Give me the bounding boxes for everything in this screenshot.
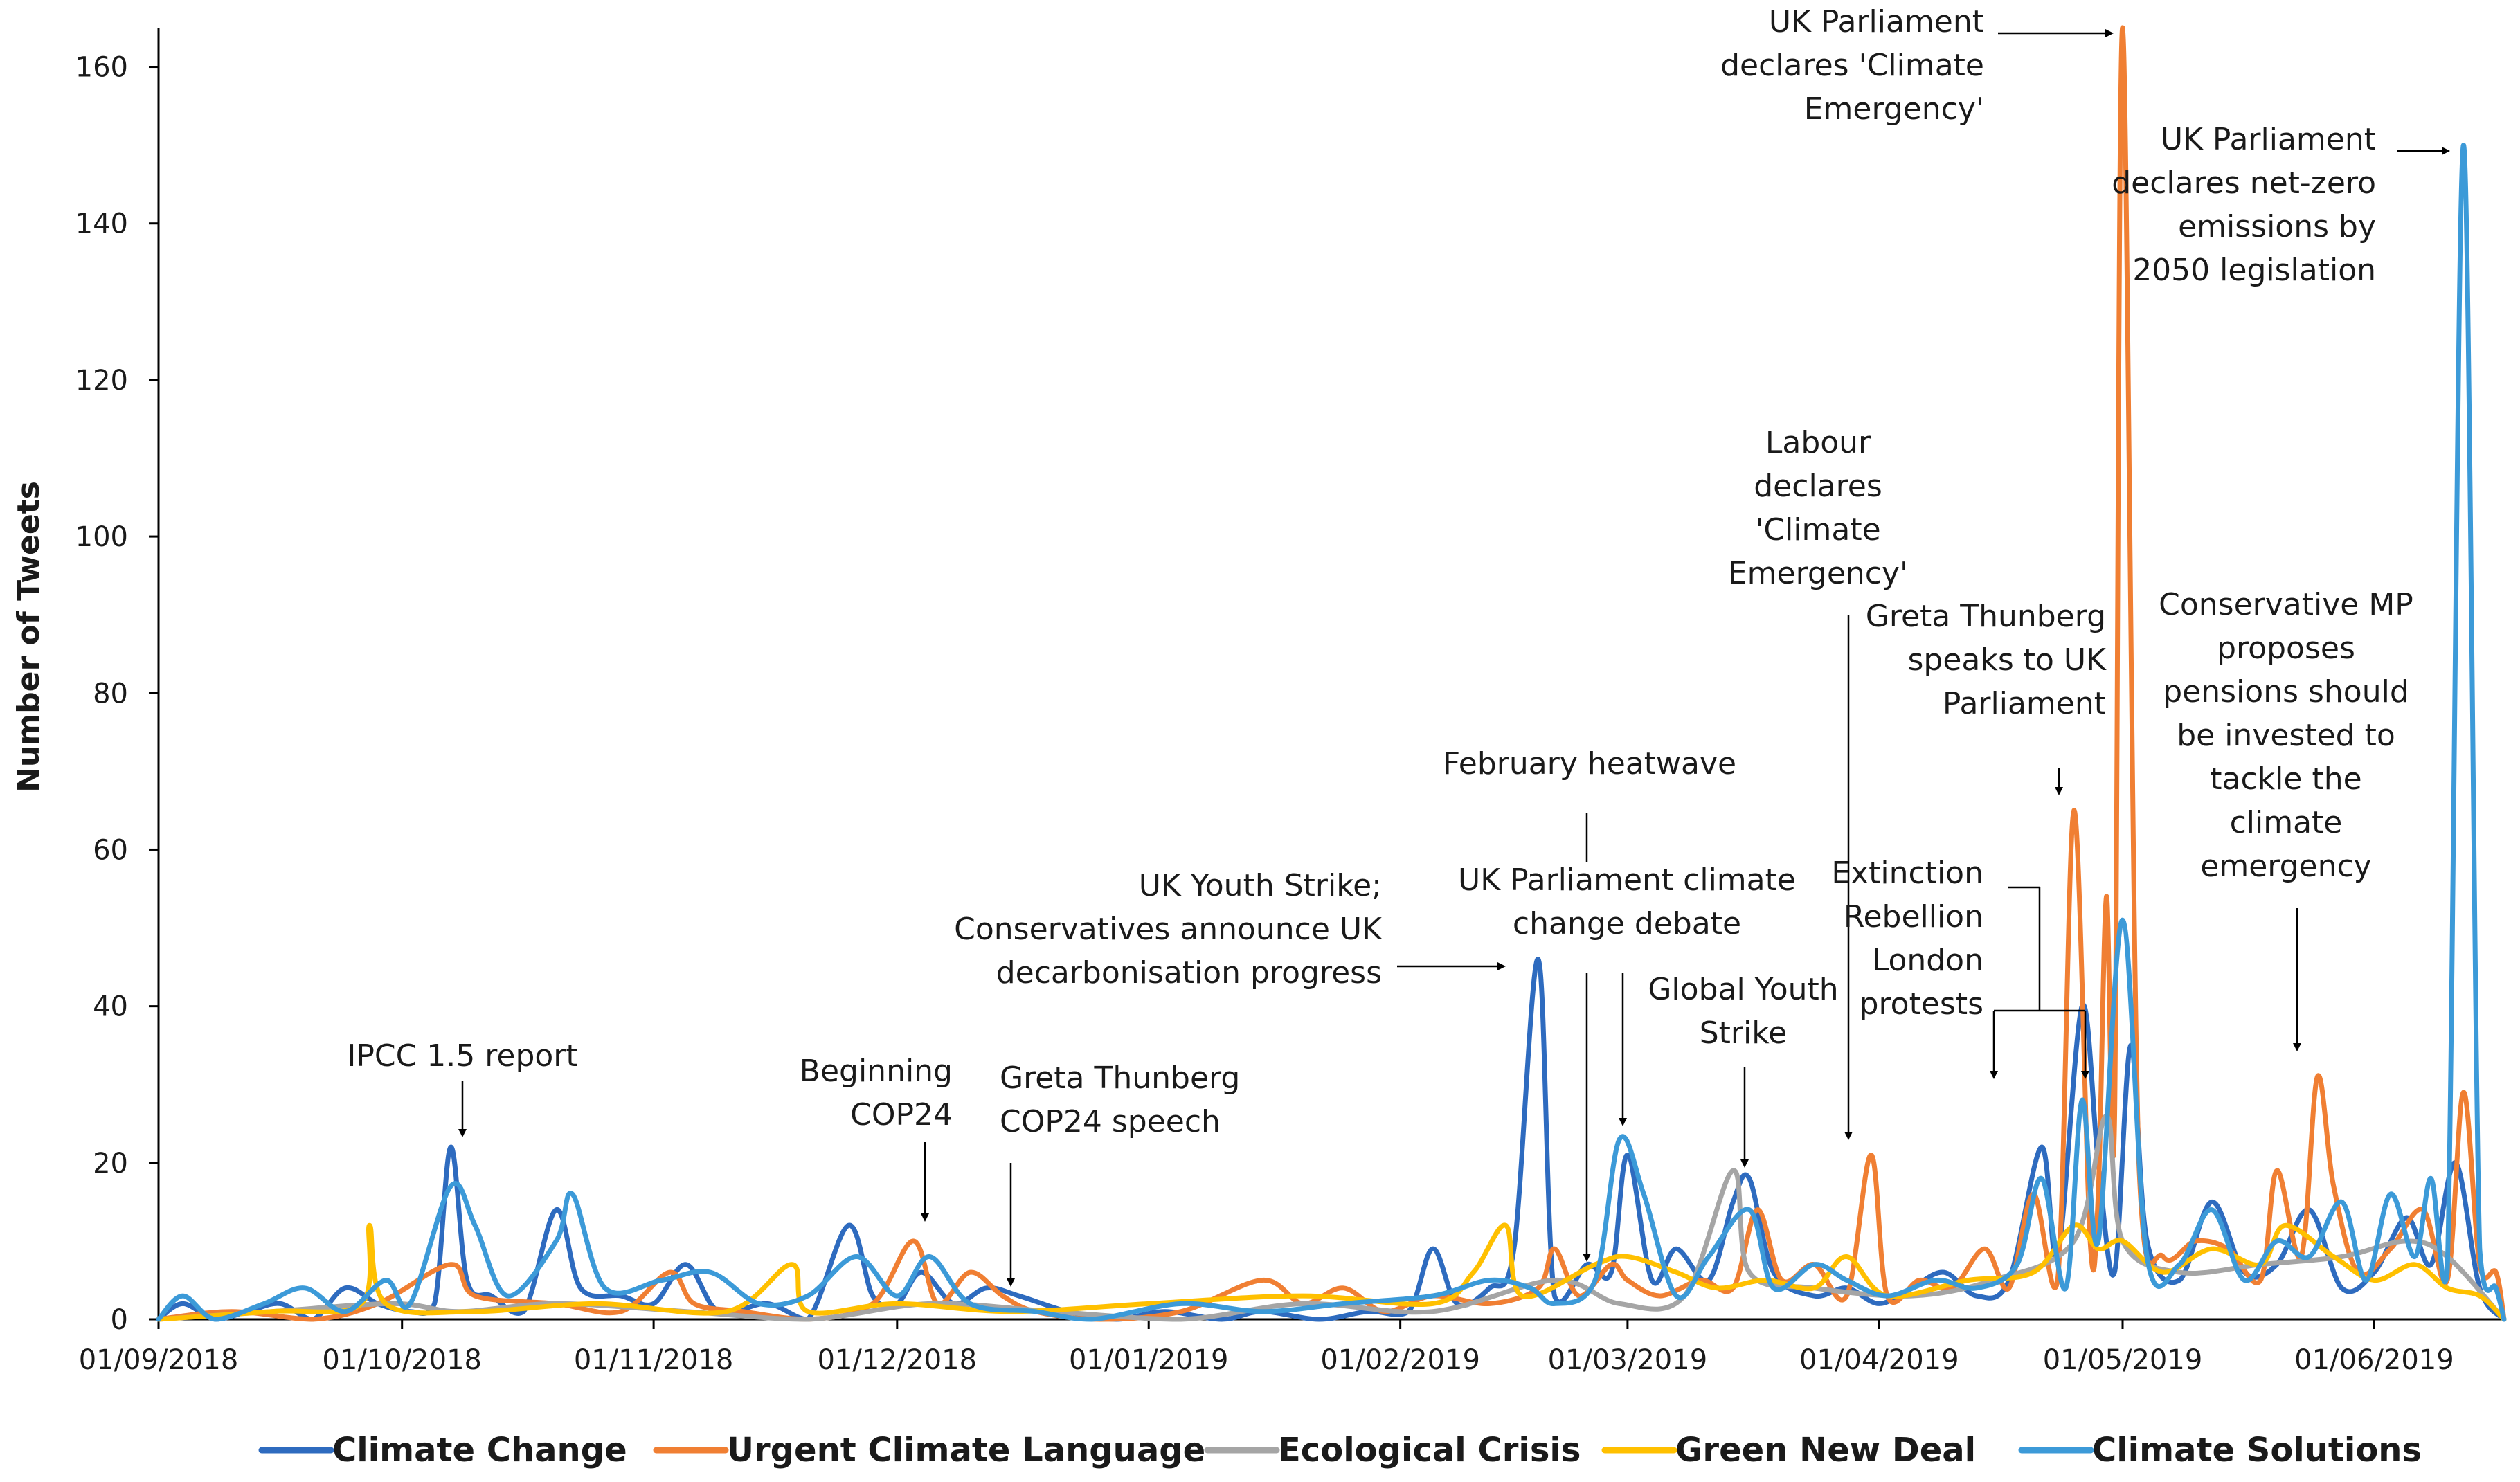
annotation-text: tackle the [2210, 761, 2361, 797]
legend-label-ecological-crisis: Ecological Crisis [1278, 1431, 1581, 1470]
annotation-text: IPCC 1.5 report [347, 1038, 577, 1074]
annotation-text: proposes [2217, 631, 2355, 666]
annotation-text: COP24 speech [1000, 1104, 1221, 1139]
x-tick-label: 01/09/2018 [79, 1344, 239, 1376]
annotation-text: pensions should [2163, 674, 2409, 710]
legend-item-green-new-deal[interactable]: Green New Deal [1601, 1431, 1976, 1470]
x-tick-label: 01/10/2018 [322, 1344, 482, 1376]
annotation-text: Labour [1765, 425, 1871, 460]
annotation-text: Parliament [1943, 686, 2106, 721]
y-tick-label: 100 [75, 521, 128, 553]
series-line-urgent-climate-language [156, 25, 2507, 1322]
annotation-ipcc: IPCC 1.5 report [347, 1038, 578, 1137]
annotation-text: declares 'Climate [1720, 48, 1984, 83]
annotation-heatwave: February heatwave [1443, 746, 1736, 862]
x-tick-label: 01/12/2018 [818, 1344, 978, 1376]
annotation-greta-cop24: Greta Thunberg COP24 speech [1000, 1060, 1240, 1287]
annotation-youth-strike: UK Youth Strike; Conservatives announce U… [954, 868, 1506, 991]
annotation-text: Rebellion [1844, 899, 1983, 934]
annotation-text: emissions by [2178, 209, 2376, 244]
annotation-text: Beginning [800, 1054, 953, 1089]
annotation-net-zero: UK Parliament declares net-zero emissions … [2112, 122, 2450, 288]
legend-item-ecological-crisis[interactable]: Ecological Crisis [1204, 1431, 1581, 1470]
annotation-text: London [1872, 943, 1983, 978]
annotation-text: change debate [1513, 906, 1741, 941]
annotation-layer: IPCC 1.5 report Beginning COP24 Greta Thunb… [347, 4, 2450, 1287]
y-tick-label: 20 [93, 1148, 128, 1180]
annotation-text: Greta Thunberg [1866, 599, 2106, 634]
y-axis: 0 20 40 60 80 100 120 140 160 [75, 28, 160, 1336]
annotation-text: declares net-zero [2112, 165, 2376, 201]
annotation-text: Emergency' [1728, 556, 1908, 591]
annotation-text: February heatwave [1443, 746, 1736, 781]
series-line-climate-solutions [156, 143, 2507, 1322]
y-tick-label: 40 [93, 991, 128, 1023]
annotation-text: decarbonisation progress [996, 955, 1382, 991]
annotation-text: climate [2230, 805, 2343, 840]
annotation-text: 2050 legislation [2132, 253, 2376, 288]
annotation-text: UK Parliament [1769, 4, 1984, 39]
legend-label-climate-change: Climate Change [332, 1431, 627, 1470]
x-tick-label: 01/06/2019 [2294, 1344, 2454, 1376]
annotation-text: Conservative MP [2159, 587, 2413, 622]
annotation-text: Extinction [1831, 856, 1983, 891]
annotation-cop24: Beginning COP24 [800, 1054, 953, 1222]
legend-label-urgent-climate-language: Urgent Climate Language [727, 1431, 1205, 1470]
x-tick-label: 01/05/2019 [2043, 1344, 2203, 1376]
series-layer [156, 25, 2507, 1322]
annotation-parliament-debate: UK Parliament climate change debate [1458, 862, 1796, 1262]
annotation-global-strike: Global Youth Strike [1648, 972, 1839, 1168]
annotation-text: be invested to [2177, 718, 2395, 753]
annotation-text: protests [1860, 986, 1983, 1022]
series-line-green-new-deal [156, 1222, 2507, 1322]
y-tick-label: 140 [75, 208, 128, 240]
annotation-text: Strike [1700, 1015, 1787, 1051]
x-tick-label: 01/03/2019 [1548, 1344, 1708, 1376]
y-tick-label: 120 [75, 365, 128, 397]
annotation-text: Global Youth [1648, 972, 1838, 1007]
annotation-uk-emergency: UK Parliament declares 'Climate Emergency' [1720, 4, 2114, 127]
annotation-text: 'Climate [1755, 512, 1880, 548]
legend-item-climate-solutions[interactable]: Climate Solutions [2018, 1431, 2422, 1470]
legend-item-urgent-climate-language[interactable]: Urgent Climate Language [653, 1431, 1205, 1470]
legend-label-climate-solutions: Climate Solutions [2092, 1431, 2422, 1470]
annotation-text: UK Parliament climate [1458, 862, 1796, 898]
annotation-xr: Extinction Rebellion London protests [1831, 856, 2089, 1079]
y-tick-label: 0 [111, 1304, 128, 1336]
x-tick-label: 01/02/2019 [1320, 1344, 1480, 1376]
y-axis-label: Number of Tweets [11, 481, 46, 793]
annotation-text: speaks to UK [1908, 642, 2107, 678]
y-tick-label: 160 [75, 52, 128, 84]
annotation-text: Greta Thunberg [1000, 1060, 1240, 1096]
y-tick-label: 60 [93, 834, 128, 866]
x-axis: 01/09/2018 01/10/2018 01/11/2018 01/12/2018… [79, 1318, 2504, 1376]
annotation-text: Conservatives announce UK [954, 912, 1383, 947]
annotation-text: COP24 [850, 1097, 953, 1132]
x-tick-label: 01/01/2019 [1069, 1344, 1229, 1376]
annotation-conservative-mp: Conservative MP proposes pensions should be… [2159, 587, 2413, 1051]
annotation-text: declares [1754, 469, 1882, 504]
x-tick-label: 01/04/2019 [1799, 1344, 1959, 1376]
annotation-text: emergency [2200, 849, 2371, 884]
annotation-greta-parliament: Greta Thunberg speaks to UK Parliament [1866, 599, 2107, 795]
annotation-labour: Labour declares 'Climate Emergency' [1728, 425, 1908, 1140]
annotation-text: UK Youth Strike; [1139, 868, 1382, 903]
legend-item-climate-change[interactable]: Climate Change [258, 1431, 627, 1470]
legend[interactable]: Climate Change Urgent Climate Language Eco… [258, 1431, 2422, 1470]
annotation-text: Emergency' [1804, 91, 1984, 127]
x-tick-label: 01/11/2018 [574, 1344, 734, 1376]
y-tick-label: 80 [93, 678, 128, 710]
legend-label-green-new-deal: Green New Deal [1675, 1431, 1976, 1470]
annotation-text: UK Parliament [2161, 122, 2376, 157]
